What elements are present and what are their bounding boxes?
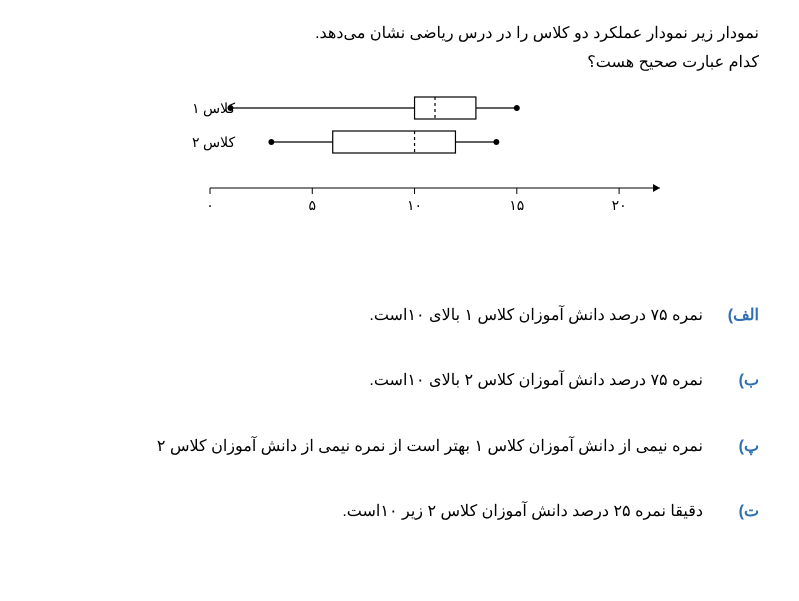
boxplot-svg: ۰ ۵ ۱۰ ۱۵ ۲۰ کلاس ۱ کلاس ۲ xyxy=(120,88,680,228)
option-a: الف) نمره ۷۵ درصد دانش آموزان کلاس ۱ بال… xyxy=(40,303,759,329)
svg-text:۱۰: ۱۰ xyxy=(407,199,422,214)
svg-text:کلاس ۱: کلاس ۱ xyxy=(192,102,235,117)
option-b-label: ب) xyxy=(719,368,759,394)
option-d: ت) دقیقا نمره ۲۵ درصد دانش آموزان کلاس ۲… xyxy=(40,499,759,525)
exam-question-page: نمودار زیر نمودار عملکرد دو کلاس را در د… xyxy=(0,0,799,585)
option-b: ب) نمره ۷۵ درصد دانش آموزان کلاس ۲ بالای… xyxy=(40,368,759,394)
svg-text:کلاس ۲: کلاس ۲ xyxy=(192,136,235,151)
svg-text:۰: ۰ xyxy=(206,199,214,214)
option-c-text: نمره نیمی از دانش آموزان کلاس ۱ بهتر است… xyxy=(40,434,703,460)
option-d-label: ت) xyxy=(719,499,759,525)
option-b-text: نمره ۷۵ درصد دانش آموزان کلاس ۲ بالای ۱۰… xyxy=(40,368,703,394)
option-c-label: پ) xyxy=(719,434,759,460)
boxplot-chart: ۰ ۵ ۱۰ ۱۵ ۲۰ کلاس ۱ کلاس ۲ xyxy=(120,88,680,233)
option-a-text: نمره ۷۵ درصد دانش آموزان کلاس ۱ بالای ۱۰… xyxy=(40,303,703,329)
option-a-label: الف) xyxy=(719,303,759,329)
option-c: پ) نمره نیمی از دانش آموزان کلاس ۱ بهتر … xyxy=(40,434,759,460)
svg-text:۵: ۵ xyxy=(308,199,316,214)
option-d-text: دقیقا نمره ۲۵ درصد دانش آموزان کلاس ۲ زی… xyxy=(40,499,703,525)
svg-text:۲۰: ۲۰ xyxy=(611,199,626,214)
question-line-1: نمودار زیر نمودار عملکرد دو کلاس را در د… xyxy=(40,20,759,49)
answer-options: الف) نمره ۷۵ درصد دانش آموزان کلاس ۱ بال… xyxy=(40,303,759,525)
question-line-2: کدام عبارت صحیح هست؟ xyxy=(40,49,759,78)
question-text: نمودار زیر نمودار عملکرد دو کلاس را در د… xyxy=(40,20,759,78)
svg-text:۱۵: ۱۵ xyxy=(509,199,524,214)
